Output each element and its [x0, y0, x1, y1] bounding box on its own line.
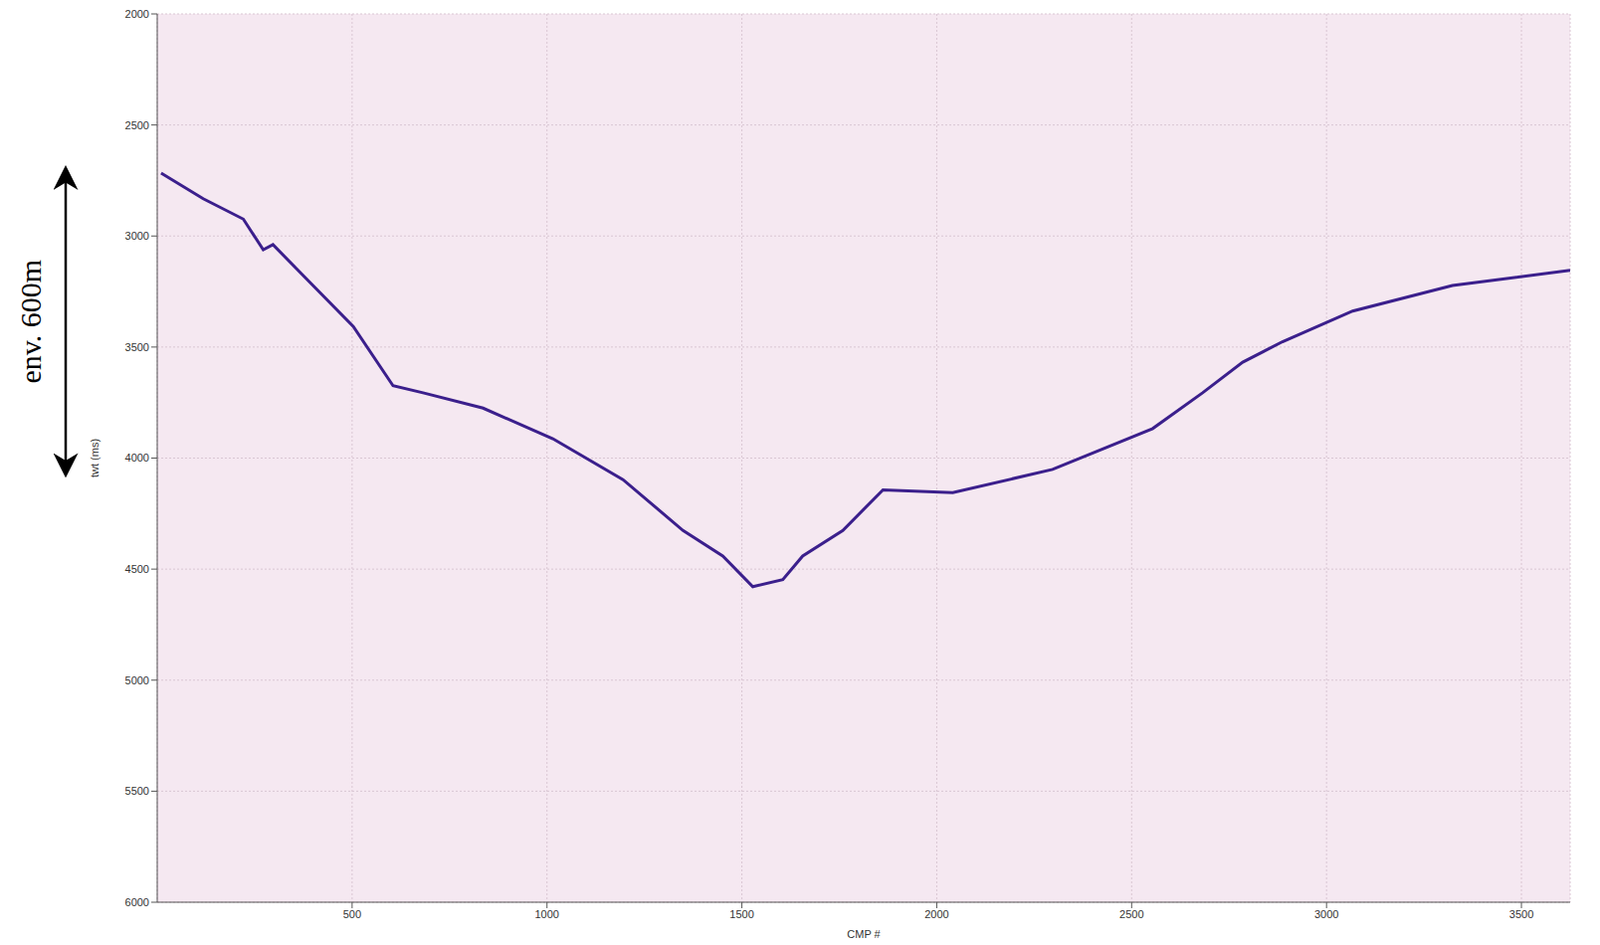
svg-text:env. 600m: env. 600m [13, 259, 47, 385]
svg-text:6000: 6000 [125, 896, 150, 909]
svg-text:5500: 5500 [125, 785, 150, 798]
svg-text:twt (ms): twt (ms) [88, 438, 101, 478]
svg-text:CMP #: CMP # [846, 928, 881, 941]
svg-text:1000: 1000 [534, 908, 559, 921]
svg-text:5000: 5000 [125, 674, 150, 687]
svg-text:500: 500 [343, 908, 362, 921]
svg-text:2500: 2500 [125, 119, 150, 132]
svg-text:4000: 4000 [125, 451, 150, 464]
svg-text:3500: 3500 [125, 341, 150, 354]
svg-text:3000: 3000 [1314, 908, 1339, 921]
svg-text:4500: 4500 [125, 563, 150, 576]
svg-text:2000: 2000 [125, 7, 150, 20]
svg-text:2500: 2500 [1119, 908, 1144, 921]
svg-text:2000: 2000 [924, 908, 949, 921]
svg-text:3000: 3000 [125, 229, 150, 242]
svg-text:1500: 1500 [729, 908, 754, 921]
svg-text:3500: 3500 [1509, 908, 1534, 921]
